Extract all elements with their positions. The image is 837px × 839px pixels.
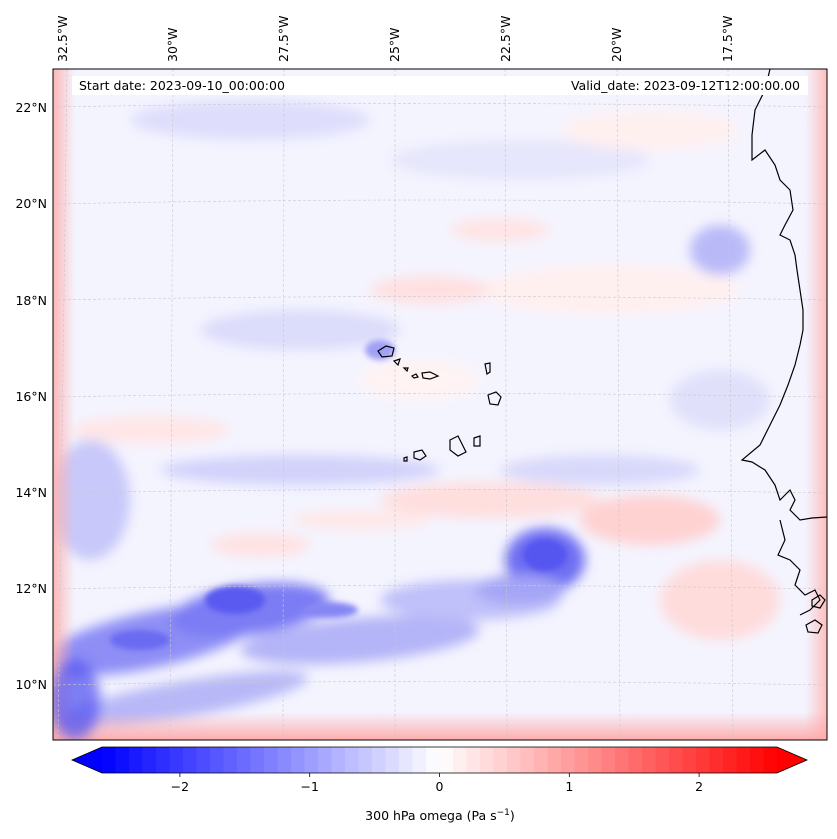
colorbar-segment <box>291 747 306 773</box>
colorbar-segments <box>102 747 778 773</box>
colorbar-segment <box>642 747 657 773</box>
colorbar-segment <box>426 747 441 773</box>
colorbar-segment <box>750 747 765 773</box>
colorbar-extend-min <box>72 747 102 773</box>
colorbar-segment <box>534 747 549 773</box>
colorbar-tick-label: 2 <box>695 779 703 794</box>
lat-label-20n: 20°N <box>15 196 47 211</box>
colorbar-segment <box>763 747 778 773</box>
colorbar-segment <box>682 747 697 773</box>
colorbar-segment <box>358 747 373 773</box>
latitude-labels: 22°N 20°N 18°N 16°N 14°N 12°N 10°N <box>15 100 47 692</box>
colorbar-segment <box>223 747 238 773</box>
coastline <box>740 69 827 634</box>
lon-label-30w: 30°W <box>165 27 180 62</box>
colorbar-extend-max <box>777 747 807 773</box>
colorbar-segment <box>493 747 508 773</box>
colorbar-segment <box>183 747 198 773</box>
lon-label-27-5w: 27.5°W <box>276 16 291 62</box>
colorbar-segment <box>304 747 319 773</box>
colorbar-segment <box>237 747 252 773</box>
colorbar-label: 300 hPa omega (Pa s−1) <box>365 808 515 823</box>
colorbar-segment <box>142 747 157 773</box>
date-info-bar <box>72 76 808 95</box>
lon-label-22-5w: 22.5°W <box>498 16 513 62</box>
colorbar-segment <box>574 747 589 773</box>
colorbar-segment <box>277 747 292 773</box>
colorbar-segment <box>588 747 603 773</box>
colorbar-outline <box>70 746 809 774</box>
lat-label-22n: 22°N <box>15 100 47 115</box>
colorbar-segment <box>453 747 468 773</box>
graticule <box>53 69 827 740</box>
lon-label-20w: 20°W <box>609 27 624 62</box>
colorbar-tick-label: −2 <box>171 779 189 794</box>
colorbar-segment <box>318 747 333 773</box>
colorbar-segment <box>723 747 738 773</box>
colorbar-segment <box>547 747 562 773</box>
colorbar-segment <box>196 747 211 773</box>
right-edge-band <box>805 69 827 740</box>
valid-date-text: Valid_date: 2023-09-12T12:00:00.00 <box>571 78 800 93</box>
colorbar-segment <box>169 747 184 773</box>
colorbar-segment <box>655 747 670 773</box>
colorbar-segment <box>466 747 481 773</box>
colorbar-segment <box>601 747 616 773</box>
lat-label-18n: 18°N <box>15 293 47 308</box>
colorbar: −2 −1 0 1 2 300 hPa omega (Pa s−1) <box>70 746 809 823</box>
colorbar-tick-label: 0 <box>436 779 444 794</box>
omega-field <box>53 69 827 740</box>
colorbar-segment <box>345 747 360 773</box>
lat-label-14n: 14°N <box>15 485 47 500</box>
colorbar-segment <box>412 747 427 773</box>
colorbar-segment <box>615 747 630 773</box>
map-frame <box>52 68 828 741</box>
left-edge-band <box>53 69 75 740</box>
lon-label-25w: 25°W <box>387 27 402 62</box>
colorbar-segment <box>520 747 535 773</box>
colorbar-segment <box>399 747 414 773</box>
lat-label-16n: 16°N <box>15 389 47 404</box>
colorbar-segment <box>102 747 117 773</box>
colorbar-segment <box>480 747 495 773</box>
cape-verde-islands <box>377 345 502 462</box>
colorbar-segment <box>561 747 576 773</box>
lat-label-12n: 12°N <box>15 581 47 596</box>
colorbar-segment <box>696 747 711 773</box>
colorbar-segment <box>709 747 724 773</box>
colorbar-segment <box>628 747 643 773</box>
colorbar-tick-label: 1 <box>565 779 573 794</box>
colorbar-segment <box>439 747 454 773</box>
lon-label-17-5w: 17.5°W <box>720 16 735 62</box>
bottom-edge-band <box>53 712 827 740</box>
colorbar-segment <box>385 747 400 773</box>
colorbar-segment <box>669 747 684 773</box>
lon-label-32-5w: 32.5°W <box>55 16 70 62</box>
start-date-text: Start date: 2023-09-10_00:00:00 <box>79 78 285 93</box>
colorbar-segment <box>372 747 387 773</box>
colorbar-segment <box>129 747 144 773</box>
colorbar-segment <box>507 747 522 773</box>
lat-label-10n: 10°N <box>15 677 47 692</box>
colorbar-segment <box>250 747 265 773</box>
colorbar-tick-label: −1 <box>300 779 318 794</box>
longitude-labels: 32.5°W 30°W 27.5°W 25°W 22.5°W 20°W 17.5… <box>55 16 735 62</box>
colorbar-segment <box>331 747 346 773</box>
colorbar-segment <box>156 747 171 773</box>
colorbar-segment <box>115 747 130 773</box>
colorbar-segment <box>264 747 279 773</box>
colorbar-ticks: −2 −1 0 1 2 <box>171 773 703 794</box>
colorbar-segment <box>736 747 751 773</box>
colorbar-segment <box>210 747 225 773</box>
